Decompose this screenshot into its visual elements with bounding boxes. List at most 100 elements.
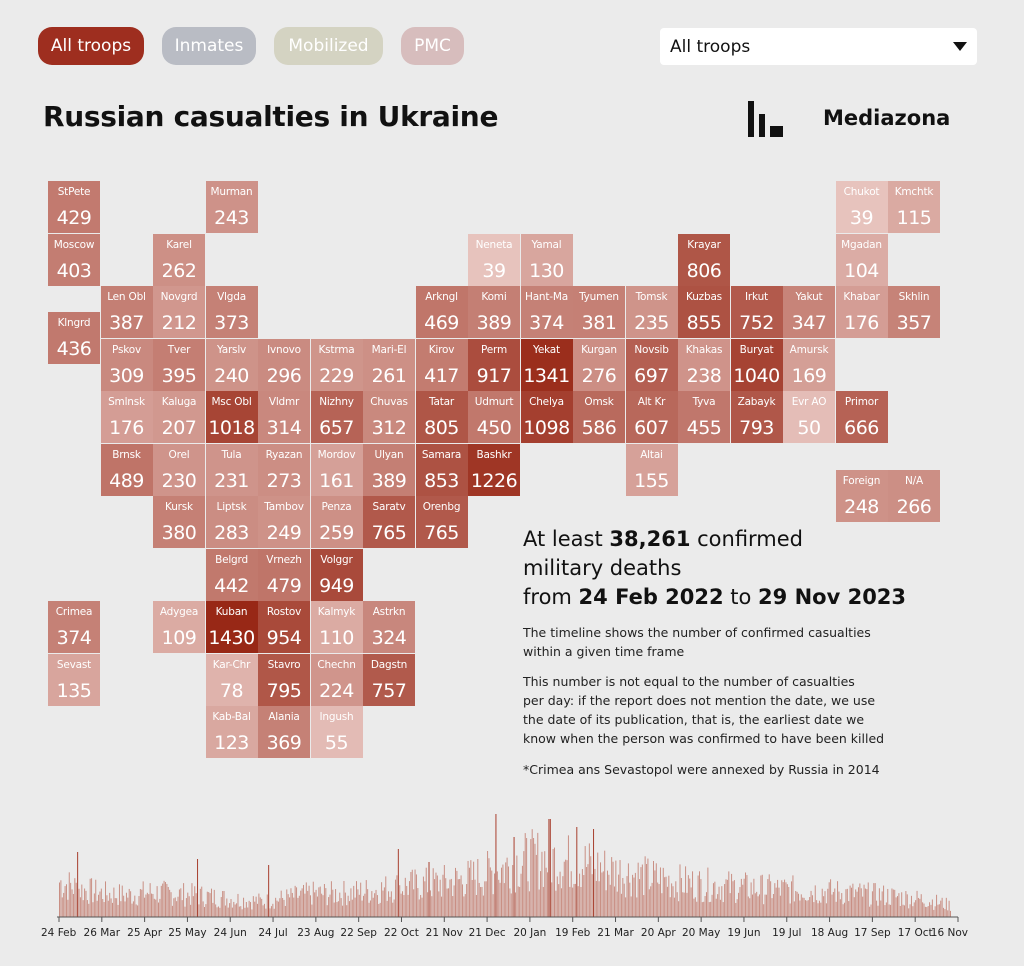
region-tile[interactable]: Msc Obl 1018 xyxy=(205,391,258,443)
region-tile[interactable]: Rostov 954 xyxy=(258,601,310,653)
region-tile[interactable]: Kab-Bal 123 xyxy=(205,706,258,758)
region-tile[interactable]: Amursk 169 xyxy=(783,338,835,391)
region-tile[interactable]: Komi 389 xyxy=(468,286,520,338)
filter-mobilized[interactable]: Mobilized xyxy=(274,27,383,65)
region-tile[interactable]: Mari-El 261 xyxy=(363,338,415,391)
region-tile[interactable]: Krayar 806 xyxy=(678,233,730,286)
region-tile[interactable]: Ingush 55 xyxy=(310,706,363,758)
region-value: 314 xyxy=(266,417,302,439)
region-tile[interactable]: Vlgda 373 xyxy=(205,286,258,338)
region-value: 266 xyxy=(896,495,932,518)
region-tile[interactable]: Penza 259 xyxy=(310,496,363,548)
region-tile[interactable]: Foreign 248 xyxy=(835,469,888,522)
region-tile[interactable]: Chukot 39 xyxy=(835,181,888,233)
region-tile[interactable]: Kursk 380 xyxy=(153,496,205,548)
region-tile[interactable]: Novsib 697 xyxy=(625,338,678,391)
region-tile[interactable]: Kirov 417 xyxy=(415,338,468,391)
region-tile[interactable]: Volggr 949 xyxy=(310,548,363,601)
region-tile[interactable]: Pskov 309 xyxy=(100,338,153,391)
region-tile[interactable]: Yekat 1341 xyxy=(520,338,573,391)
region-tile[interactable]: Khakas 238 xyxy=(678,338,730,391)
region-tile[interactable]: Brnsk 489 xyxy=(100,443,153,496)
region-tile[interactable]: Hant-Ma 374 xyxy=(520,286,573,338)
timeline-bar xyxy=(347,895,349,917)
region-tile[interactable]: Yarslv 240 xyxy=(205,338,258,391)
region-tile[interactable]: Sevast 135 xyxy=(48,653,100,706)
region-tile[interactable]: Kar-Chr 78 xyxy=(205,653,258,706)
region-tile[interactable]: Khabar 176 xyxy=(835,286,888,338)
region-tile[interactable]: Karel 262 xyxy=(153,233,205,286)
region-tile[interactable]: Kmchtk 115 xyxy=(888,181,940,233)
region-name: Belgrd xyxy=(215,553,248,566)
region-tile[interactable]: Tyumen 381 xyxy=(573,286,625,338)
region-tile[interactable]: StPete 429 xyxy=(48,181,100,233)
region-tile[interactable]: Kaluga 207 xyxy=(153,391,205,443)
troop-type-select[interactable]: All troops xyxy=(660,28,977,65)
region-tile[interactable]: Tatar 805 xyxy=(415,391,468,443)
region-tile[interactable]: Neneta 39 xyxy=(468,233,520,286)
region-tile[interactable]: Vldmr 314 xyxy=(258,391,310,443)
region-tile[interactable]: Belgrd 442 xyxy=(205,548,258,601)
region-tile[interactable]: Omsk 586 xyxy=(573,391,625,443)
region-tile[interactable]: Kstrma 229 xyxy=(310,338,363,391)
region-tile[interactable]: Orenbg 765 xyxy=(415,496,468,548)
region-tile[interactable]: Primor 666 xyxy=(835,391,888,443)
filter-inmates[interactable]: Inmates xyxy=(162,27,256,65)
region-tile[interactable]: Yamal 130 xyxy=(520,233,573,286)
timeline-bar xyxy=(619,860,621,917)
region-tile[interactable]: Altai 155 xyxy=(625,443,678,496)
region-tile[interactable]: Murman 243 xyxy=(205,181,258,233)
region-tile[interactable]: Tomsk 235 xyxy=(625,286,678,338)
region-tile[interactable]: Stavro 795 xyxy=(258,653,310,706)
region-tile[interactable]: Yakut 347 xyxy=(783,286,835,338)
region-tile[interactable]: Mgadan 104 xyxy=(835,233,888,286)
region-tile[interactable]: Samara 853 xyxy=(415,443,468,496)
region-tile[interactable]: Udmurt 450 xyxy=(468,391,520,443)
region-tile[interactable]: Zabayk 793 xyxy=(730,391,783,443)
filter-pmc[interactable]: PMC xyxy=(401,27,464,65)
region-tile[interactable]: Orel 230 xyxy=(153,443,205,496)
region-tile[interactable]: Kuzbas 855 xyxy=(678,286,730,338)
region-tile[interactable]: N/A 266 xyxy=(888,469,940,522)
region-tile[interactable]: Vrnezh 479 xyxy=(258,548,310,601)
region-tile[interactable]: Tver 395 xyxy=(153,338,205,391)
region-tile[interactable]: Perm 917 xyxy=(468,338,520,391)
region-tile[interactable]: Klngrd 436 xyxy=(48,312,100,365)
region-tile[interactable]: Liptsk 283 xyxy=(205,496,258,548)
region-tile[interactable]: Tyva 455 xyxy=(678,391,730,443)
region-tile[interactable]: Ryazan 273 xyxy=(258,443,310,496)
region-tile[interactable]: Bashkr 1226 xyxy=(468,443,520,496)
filter-all-troops[interactable]: All troops xyxy=(38,27,144,65)
region-tile[interactable]: Ulyan 389 xyxy=(363,443,415,496)
region-tile[interactable]: Tambov 249 xyxy=(258,496,310,548)
region-tile[interactable]: Dagstn 757 xyxy=(363,653,415,706)
timeline-bar xyxy=(902,904,904,917)
region-tile[interactable]: Smlnsk 176 xyxy=(100,391,153,443)
region-tile[interactable]: Alania 369 xyxy=(258,706,310,758)
region-tile[interactable]: Adygea 109 xyxy=(153,601,205,653)
region-tile[interactable]: Mordov 161 xyxy=(310,443,363,496)
region-tile[interactable]: Len Obl 387 xyxy=(100,286,153,338)
region-tile[interactable]: Kuban 1430 xyxy=(205,601,258,653)
timeline-bar xyxy=(124,901,126,917)
region-tile[interactable]: Skhlin 357 xyxy=(888,286,940,338)
region-tile[interactable]: Nizhny 657 xyxy=(310,391,363,443)
region-tile[interactable]: Ivnovo 296 xyxy=(258,338,310,391)
region-tile[interactable]: Kurgan 276 xyxy=(573,338,625,391)
region-tile[interactable]: Alt Kr 607 xyxy=(625,391,678,443)
region-tile[interactable]: Saratv 765 xyxy=(363,496,415,548)
region-tile[interactable]: Crimea 374 xyxy=(48,601,100,653)
region-tile[interactable]: Arkngl 469 xyxy=(415,286,468,338)
region-tile[interactable]: Buryat 1040 xyxy=(730,338,783,391)
region-tile[interactable]: Chuvas 312 xyxy=(363,391,415,443)
region-tile[interactable]: Astrkn 324 xyxy=(363,601,415,653)
region-tile[interactable]: Chechn 224 xyxy=(310,653,363,706)
region-tile[interactable]: Kalmyk 110 xyxy=(310,601,363,653)
region-tile[interactable]: Tula 231 xyxy=(205,443,258,496)
region-tile[interactable]: Evr AO 50 xyxy=(783,391,835,443)
region-tile[interactable]: Novgrd 212 xyxy=(153,286,205,338)
region-name: Orenbg xyxy=(422,501,461,513)
region-tile[interactable]: Irkut 752 xyxy=(730,286,783,338)
region-tile[interactable]: Chelya 1098 xyxy=(520,391,573,443)
region-tile[interactable]: Moscow 403 xyxy=(48,233,100,286)
